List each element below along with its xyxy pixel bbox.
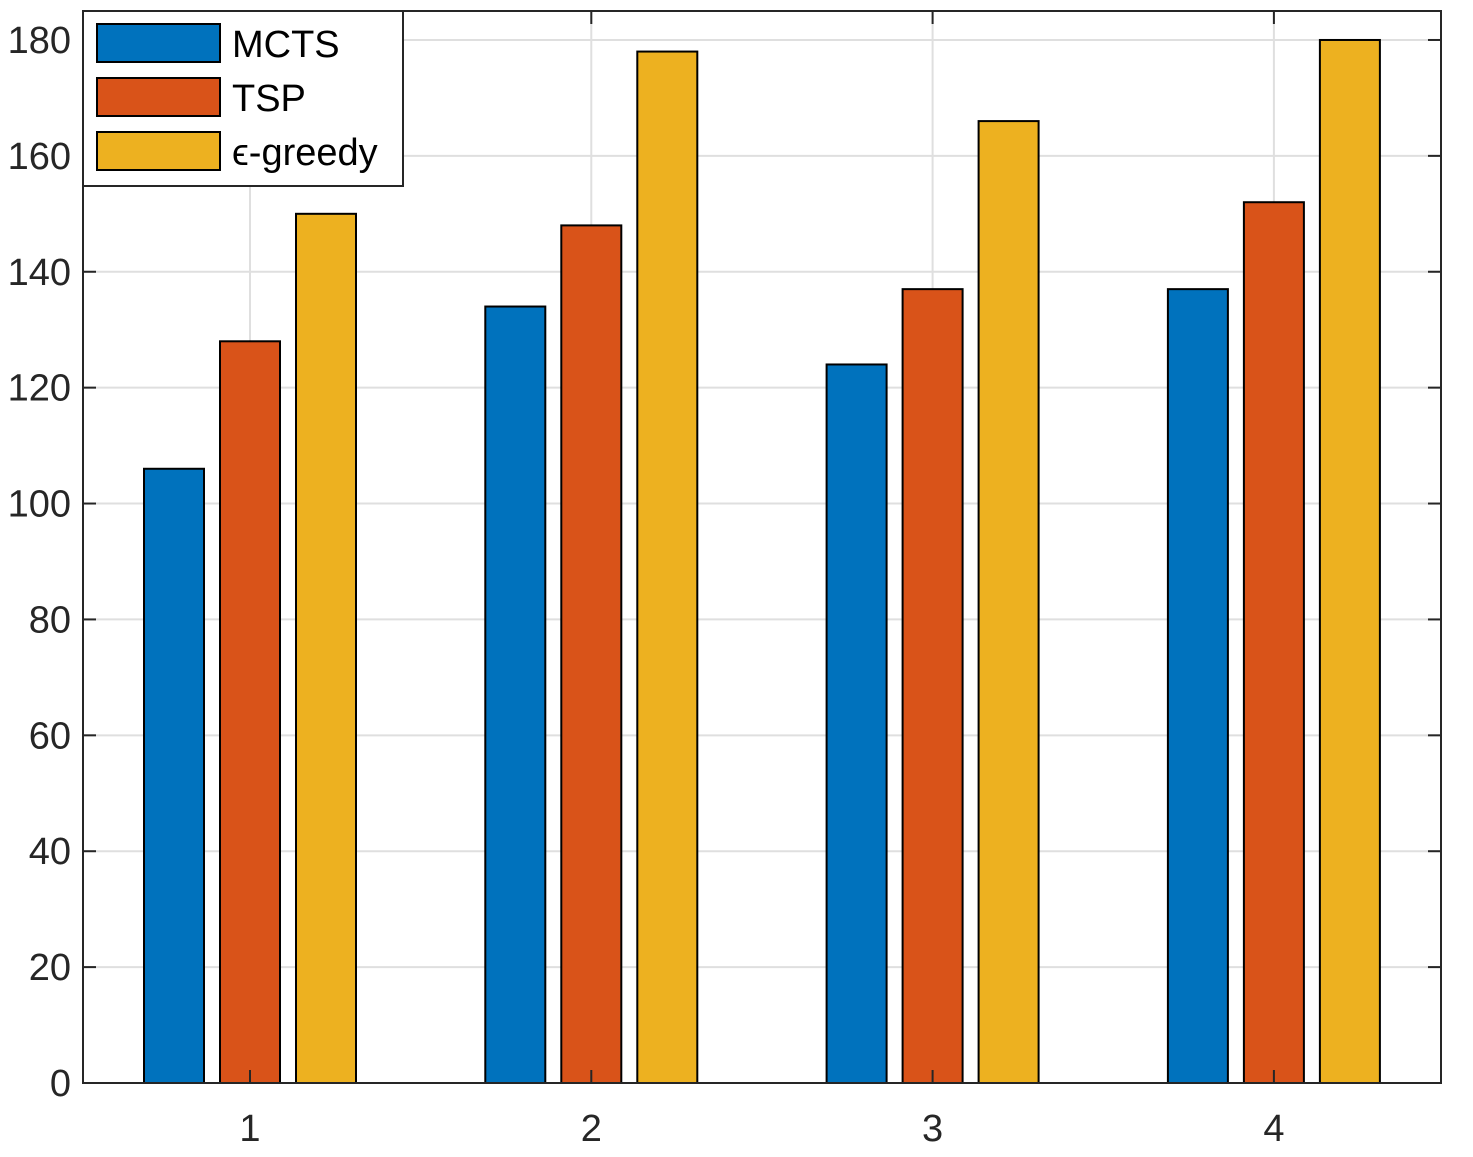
x-tick-label: 2	[581, 1108, 602, 1150]
legend: MCTS TSP ϵ-greedy	[82, 10, 404, 187]
y-tick-label: 100	[8, 484, 71, 526]
bar-mcts-3	[825, 363, 888, 1084]
bar-greedy-3	[977, 120, 1040, 1085]
bar-tsp-3	[901, 288, 964, 1084]
y-tick-label: 0	[50, 1063, 71, 1105]
axes-group	[82, 10, 1442, 1084]
x-tick-label: 3	[922, 1108, 943, 1150]
legend-label: MCTS	[232, 24, 340, 66]
bar-greedy-2	[636, 50, 699, 1085]
y-tick-label: 180	[8, 20, 71, 62]
legend-swatch	[96, 23, 221, 63]
legend-swatch	[96, 77, 221, 117]
x-axis-ticks: 1 2 3 4	[239, 11, 1284, 1150]
axes-box	[82, 10, 1442, 1084]
legend-label: TSP	[232, 78, 306, 120]
legend-label: ϵ-greedy	[232, 132, 378, 174]
bar-mcts-2	[484, 305, 547, 1084]
bar-mcts-4	[1166, 288, 1229, 1084]
y-tick-label: 60	[29, 715, 71, 757]
y-tick-label: 20	[29, 947, 71, 989]
y-tick-label: 80	[29, 599, 71, 641]
bar-tsp-4	[1242, 201, 1305, 1084]
y-tick-label: 120	[8, 368, 71, 410]
bar-tsp-1	[219, 340, 281, 1085]
x-tick-label: 1	[239, 1108, 260, 1150]
bar-greedy-4	[1318, 38, 1381, 1084]
bar-greedy-1	[295, 212, 357, 1085]
y-tick-label: 140	[8, 252, 71, 294]
x-tick-label: 4	[1263, 1108, 1284, 1150]
bars-group	[143, 38, 1381, 1085]
bar-mcts-1	[143, 467, 205, 1085]
legend-swatch	[96, 131, 221, 171]
y-tick-label: 160	[8, 136, 71, 178]
y-tick-label: 40	[29, 831, 71, 873]
bar-tsp-2	[560, 224, 623, 1084]
y-axis-ticks: 0 20 40 60 80 100 120 140 160 180	[8, 20, 1441, 1105]
